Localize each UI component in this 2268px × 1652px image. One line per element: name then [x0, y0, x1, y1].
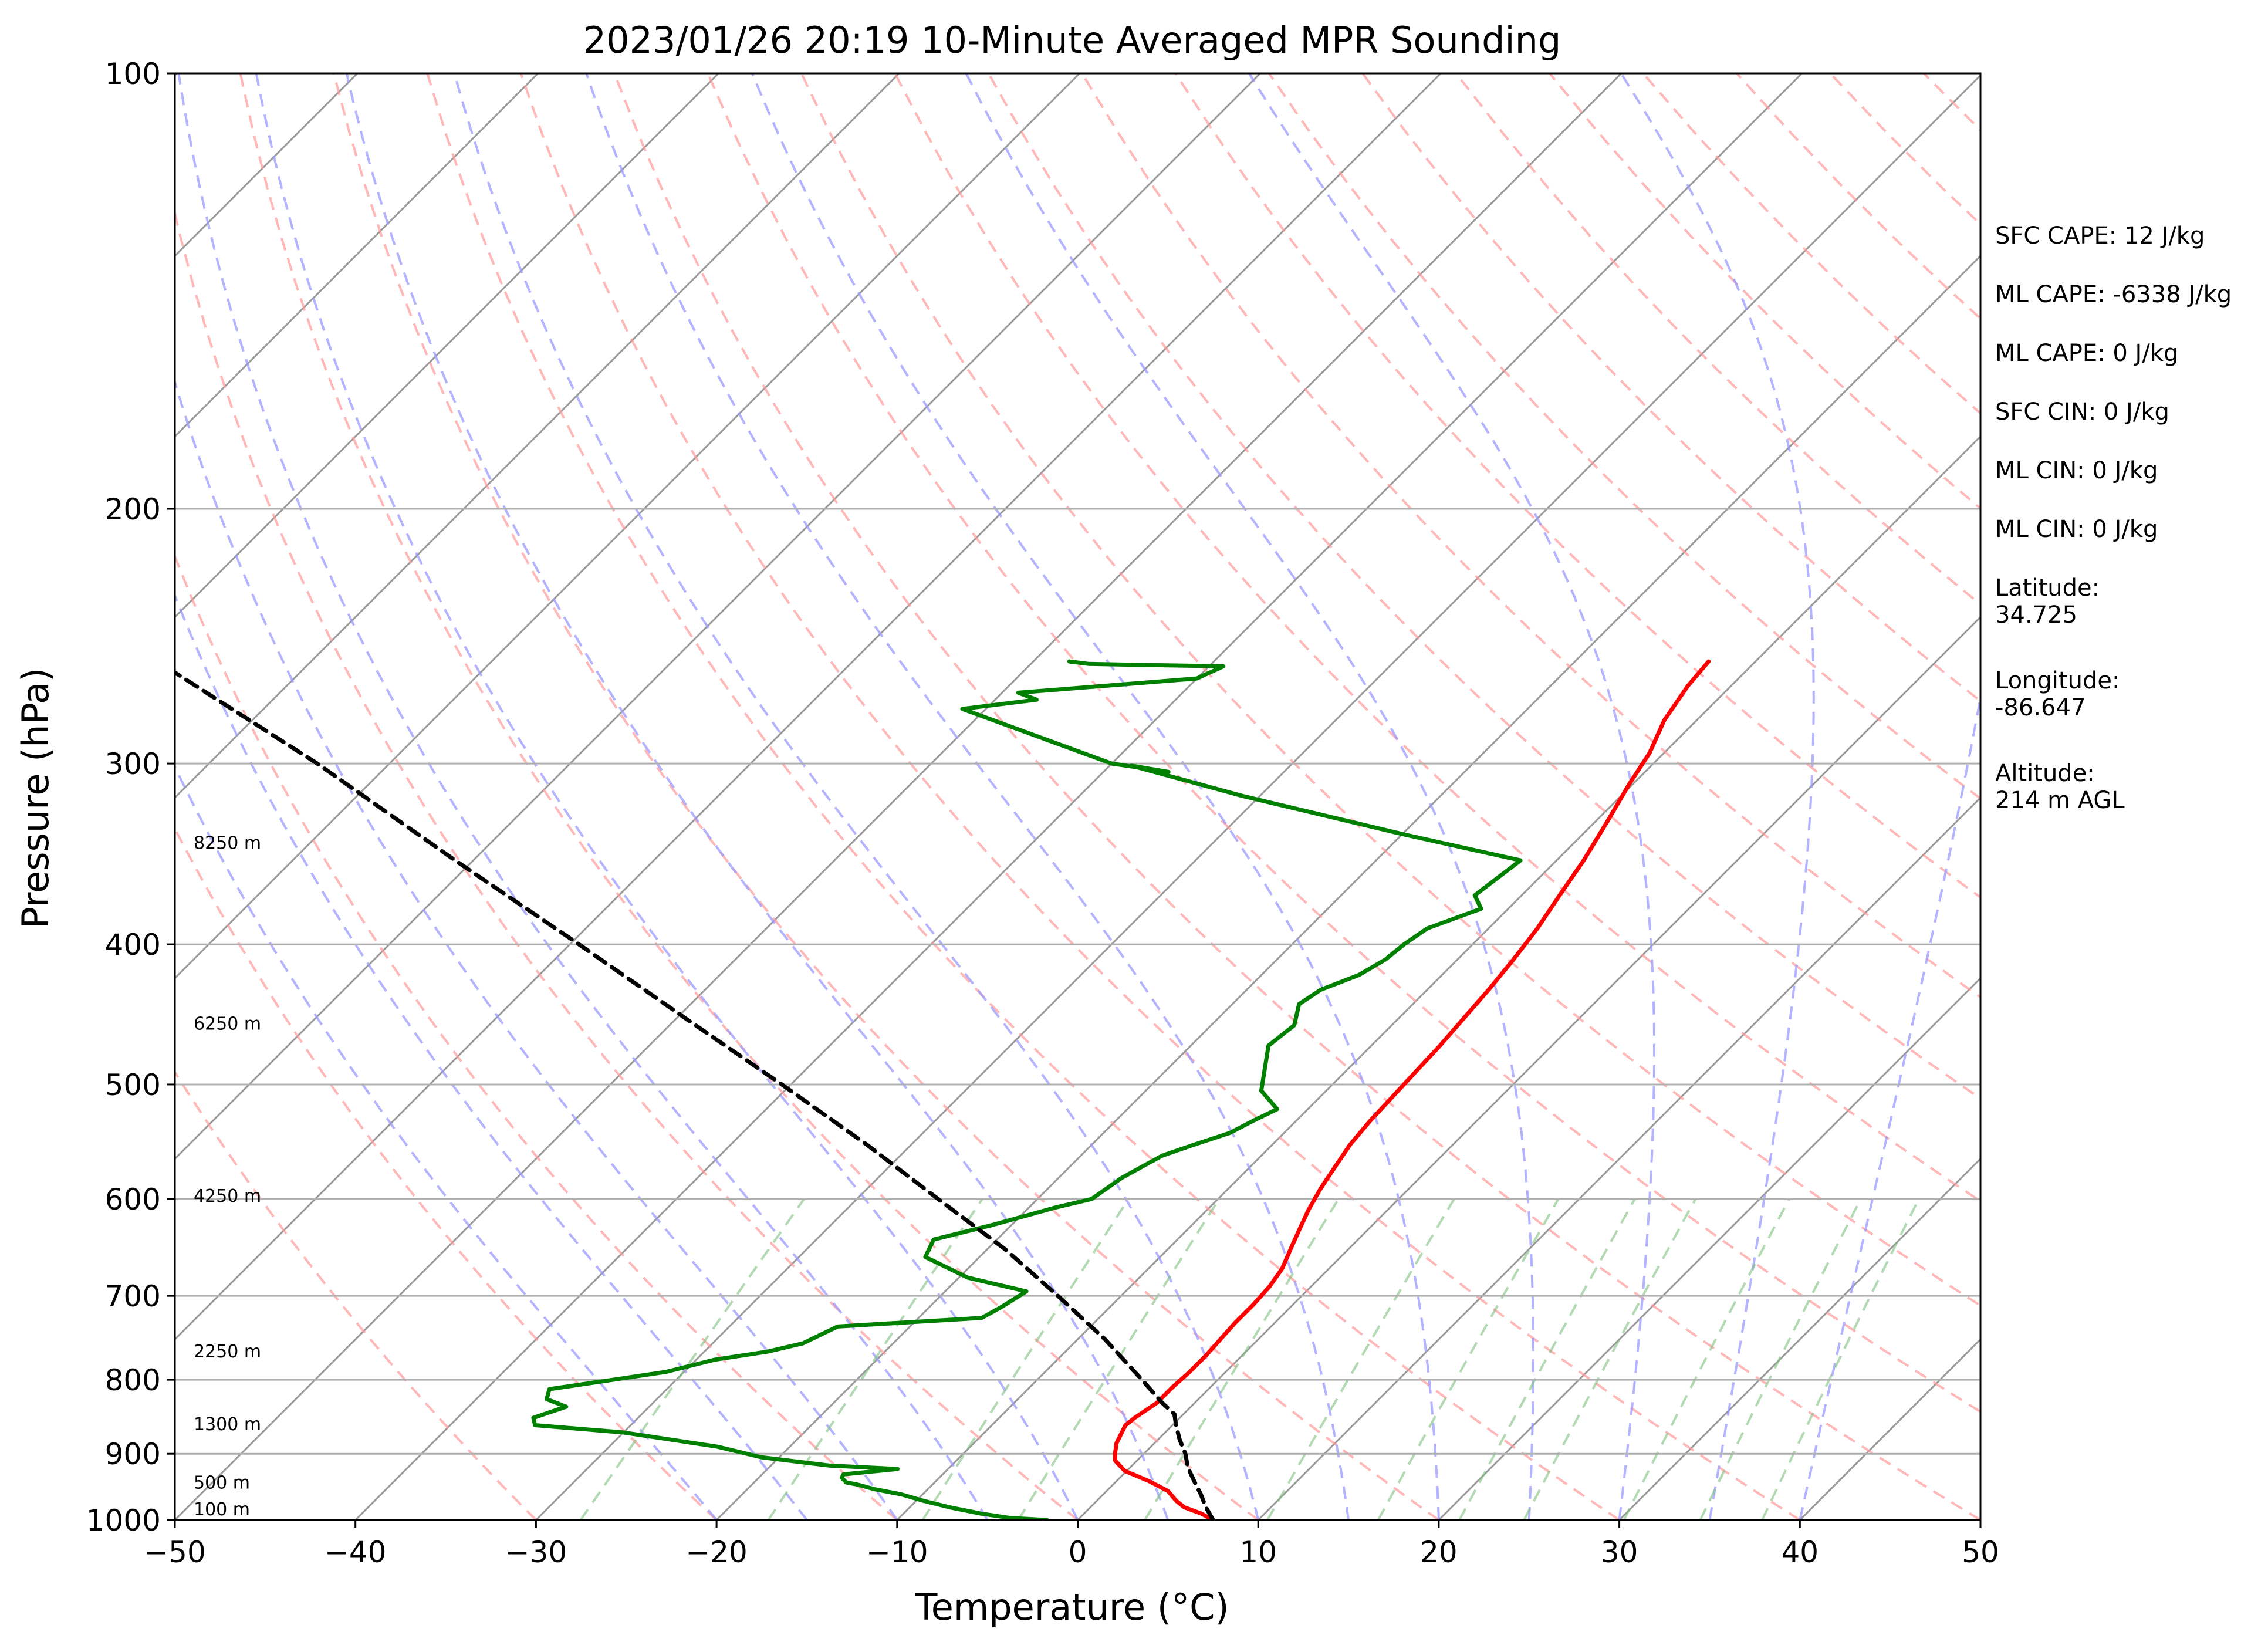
y-tick-label: 800 [105, 1363, 161, 1397]
altitude-label: 500 m [194, 1473, 250, 1494]
stat-annotation: ML CIN: 0 J/kg [1995, 516, 2158, 543]
y-tick-label: 900 [105, 1437, 161, 1471]
stat-annotation: Altitude:214 m AGL [1995, 760, 2125, 814]
mixing-ratio-line [1624, 1199, 1789, 1520]
chart-title: 2023/01/26 20:19 10-Minute Averaged MPR … [583, 19, 1561, 62]
y-tick-label: 1000 [86, 1504, 161, 1538]
x-tick-label: 30 [1601, 1535, 1638, 1569]
y-tick-label: 300 [105, 747, 161, 781]
isotherm-line [716, 73, 2163, 1520]
altitude-label: 6250 m [194, 1014, 261, 1035]
moist-adiabat-line [48, 73, 807, 1520]
stat-annotation: Latitude:34.725 [1995, 575, 2100, 629]
stat-annotation: ML CAPE: -6338 J/kg [1995, 281, 2232, 308]
isotherm-line [0, 73, 538, 1520]
altitude-label: 8250 m [194, 833, 261, 854]
temperature-line [1115, 661, 1709, 1520]
mixing-ratio-line [580, 1199, 804, 1520]
mixing-ratio-line [1267, 1199, 1454, 1520]
dry-adiabat-line [614, 73, 1980, 1520]
y-tick-label: 700 [105, 1279, 161, 1313]
mixing-ratio-line [1701, 1199, 1861, 1520]
y-tick-label: 600 [105, 1183, 161, 1217]
y-tick-label: 500 [105, 1068, 161, 1102]
altitude-label: 1300 m [194, 1414, 261, 1435]
y-tick-label: 100 [105, 57, 161, 91]
dry-adiabat-line [521, 73, 1800, 1520]
x-tick-label: −10 [866, 1535, 928, 1569]
mixing-ratio-line [1762, 1199, 1919, 1520]
moist-adiabat-line [454, 73, 1258, 1520]
y-tick-label: 400 [105, 928, 161, 962]
moist-adiabat-line [1249, 73, 1654, 1520]
moist-adiabat-line [752, 73, 1439, 1520]
moist-adiabat-line [178, 73, 987, 1520]
mixing-ratio-line [1145, 1199, 1339, 1520]
x-axis-label: Temperature (°C) [914, 1586, 1229, 1629]
mixing-ratio-line [1524, 1199, 1695, 1520]
stat-annotation: SFC CAPE: 12 J/kg [1995, 222, 2205, 249]
isotherm-line [356, 73, 1802, 1520]
x-tick-label: 50 [1962, 1535, 1999, 1569]
stat-annotation: SFC CIN: 0 J/kg [1995, 398, 2169, 425]
isotherm-line [0, 73, 1441, 1520]
x-tick-label: 20 [1420, 1535, 1458, 1569]
x-tick-label: −50 [144, 1535, 206, 1569]
stat-annotation: ML CAPE: 0 J/kg [1995, 340, 2178, 367]
moist-adiabat-line [586, 73, 1348, 1520]
isotherm-line [175, 73, 1621, 1520]
dry-adiabat-line [334, 73, 1439, 1520]
parcel-line [158, 661, 1214, 1520]
x-tick-label: −30 [505, 1535, 567, 1569]
altitude-label: 2250 m [194, 1342, 261, 1362]
isotherm-line [536, 73, 1982, 1520]
x-tick-label: 40 [1781, 1535, 1819, 1569]
x-tick-label: 10 [1239, 1535, 1277, 1569]
y-axis-label: Pressure (hPa) [14, 668, 57, 929]
altitude-label: 4250 m [194, 1186, 261, 1207]
moist-adiabat-line [1800, 73, 2027, 1520]
x-tick-label: −40 [325, 1535, 387, 1569]
dry-adiabat-line [53, 73, 897, 1520]
x-tick-label: 0 [1069, 1535, 1087, 1569]
dry-adiabat-line [0, 73, 536, 1520]
x-tick-label: −20 [685, 1535, 748, 1569]
y-tick-label: 200 [105, 492, 161, 526]
stat-annotation: Longitude:-86.647 [1995, 667, 2120, 721]
moist-adiabat-line [256, 73, 1078, 1520]
altitude-label: 100 m [194, 1499, 250, 1520]
stat-annotation: ML CIN: 0 J/kg [1995, 457, 2158, 484]
moist-adiabat-line [347, 73, 1168, 1520]
